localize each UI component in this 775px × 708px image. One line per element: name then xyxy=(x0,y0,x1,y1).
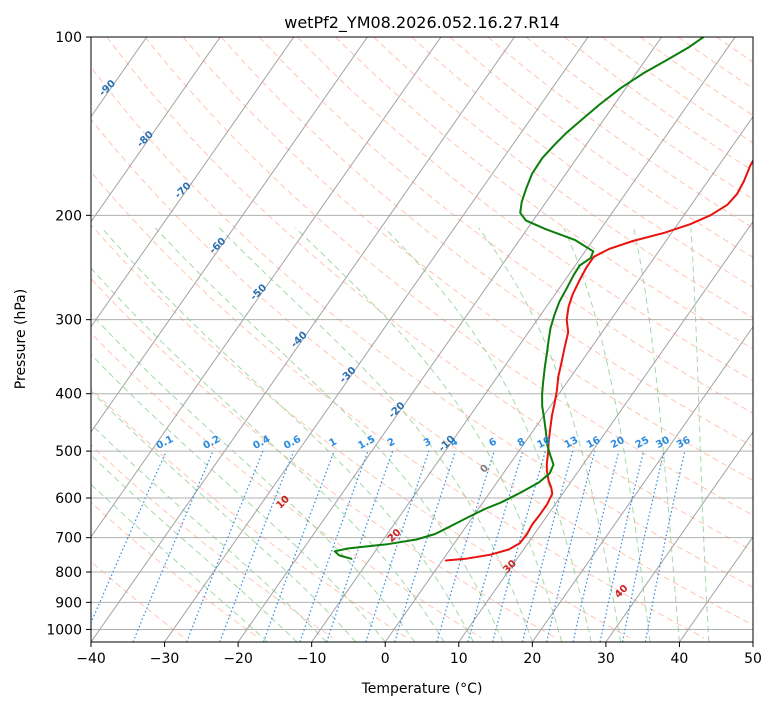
moist-adiabat xyxy=(91,454,298,642)
y-tick-label: 500 xyxy=(55,444,82,460)
isotherm-line xyxy=(237,37,663,642)
dry-adiabat xyxy=(144,37,753,516)
isotherm-line xyxy=(531,325,753,642)
x-tick-label: 40 xyxy=(671,651,689,667)
isotherm-line xyxy=(605,430,753,642)
isotherm-line xyxy=(384,115,753,642)
moist-adiabat xyxy=(563,227,651,642)
mixing-ratio-line xyxy=(262,450,335,642)
y-tick-label: 1000 xyxy=(46,622,82,638)
mixing-ratio-line xyxy=(219,450,295,642)
dry-adiabat xyxy=(182,37,753,481)
mixing-ratio-line xyxy=(326,450,394,642)
mixing-ratio-line xyxy=(132,450,214,642)
mixing-ratio-line xyxy=(436,450,495,642)
isotherm-line xyxy=(91,37,221,223)
isotherm-line xyxy=(311,37,736,642)
x-tick-label: −10 xyxy=(297,651,327,667)
x-tick-label: 20 xyxy=(523,651,541,667)
plot-frame xyxy=(90,36,754,643)
y-tick-label: 800 xyxy=(55,565,82,581)
moist-adiabat xyxy=(478,227,622,642)
moist-adiabat xyxy=(91,353,386,642)
dry-adiabat xyxy=(220,37,753,448)
chart-title: wetPf2_YM08.2026.052.16.27.R14 xyxy=(284,13,559,33)
x-tick-label: 0 xyxy=(381,651,390,667)
y-tick-label: 300 xyxy=(55,313,82,329)
mixing-ratio-line xyxy=(599,450,645,642)
moist-adiabat xyxy=(101,227,474,642)
mixing-ratio-line xyxy=(299,450,369,642)
mixing-ratio-label: 1 xyxy=(327,436,338,449)
y-tick-label: 200 xyxy=(55,208,82,224)
x-tick-label: 30 xyxy=(597,651,615,667)
moist-adiabat xyxy=(91,267,445,642)
moist-adiabat xyxy=(91,423,327,642)
plot-background xyxy=(91,37,753,642)
dry-adiabat xyxy=(297,37,753,382)
moist-adiabat xyxy=(91,390,357,642)
moist-adiabat xyxy=(384,227,592,642)
dry-adiabat xyxy=(487,37,753,229)
isotherm-line xyxy=(0,37,73,642)
x-tick-label: −20 xyxy=(223,651,253,667)
mixing-ratio-label: 6 xyxy=(487,436,498,449)
mixing-ratio-line xyxy=(546,450,596,642)
mixing-ratio-line xyxy=(91,450,167,625)
isotherm-line xyxy=(679,536,753,642)
moist-adiabat xyxy=(633,227,680,642)
moist-adiabat xyxy=(218,227,533,642)
dry-adiabat xyxy=(563,37,753,172)
temperature-profile-line xyxy=(444,158,753,562)
isotherm-line xyxy=(91,37,442,538)
mixing-ratio-line xyxy=(521,450,574,642)
isotherm-line xyxy=(91,37,515,642)
x-tick-label: −30 xyxy=(150,651,180,667)
isotherm-line xyxy=(91,37,295,328)
mixing-ratio-label: 8 xyxy=(516,436,527,449)
y-tick-label: 400 xyxy=(55,387,82,403)
x-tick-label: 50 xyxy=(744,651,762,667)
mixing-ratio-line xyxy=(467,450,524,642)
isotherm-line xyxy=(91,37,368,433)
mixing-ratio-line xyxy=(492,450,546,642)
y-tick-label: 700 xyxy=(55,531,82,547)
x-axis-label: Temperature (°C) xyxy=(361,681,483,697)
x-tick-label: 10 xyxy=(450,651,468,667)
mixing-ratio-label: 4 xyxy=(449,436,460,449)
y-tick-label: 600 xyxy=(55,491,82,507)
isotherm-line xyxy=(458,220,753,642)
y-axis-label: Pressure (hPa) xyxy=(13,289,29,389)
mixing-ratio-line xyxy=(394,450,456,642)
y-tick-label: 100 xyxy=(55,30,82,46)
moist-adiabat xyxy=(690,227,710,642)
isotherm-line xyxy=(752,641,753,642)
dry-adiabat xyxy=(373,37,753,319)
mixing-ratio-line xyxy=(186,450,264,642)
isotherm-line xyxy=(164,37,589,642)
moist-adiabat xyxy=(154,227,504,642)
moist-adiabat xyxy=(91,483,268,642)
mixing-ratio-label: 2 xyxy=(386,436,397,449)
mixing-ratio-label: 3 xyxy=(422,436,433,449)
x-tick-label: −40 xyxy=(76,651,106,667)
y-tick-label: 900 xyxy=(55,595,82,611)
dry-adiabat xyxy=(601,37,753,144)
mixing-ratio-line xyxy=(572,450,620,642)
mixing-ratio-line xyxy=(365,450,430,642)
dewpoint-profile-line xyxy=(333,37,705,560)
dry-adiabat xyxy=(258,37,753,414)
